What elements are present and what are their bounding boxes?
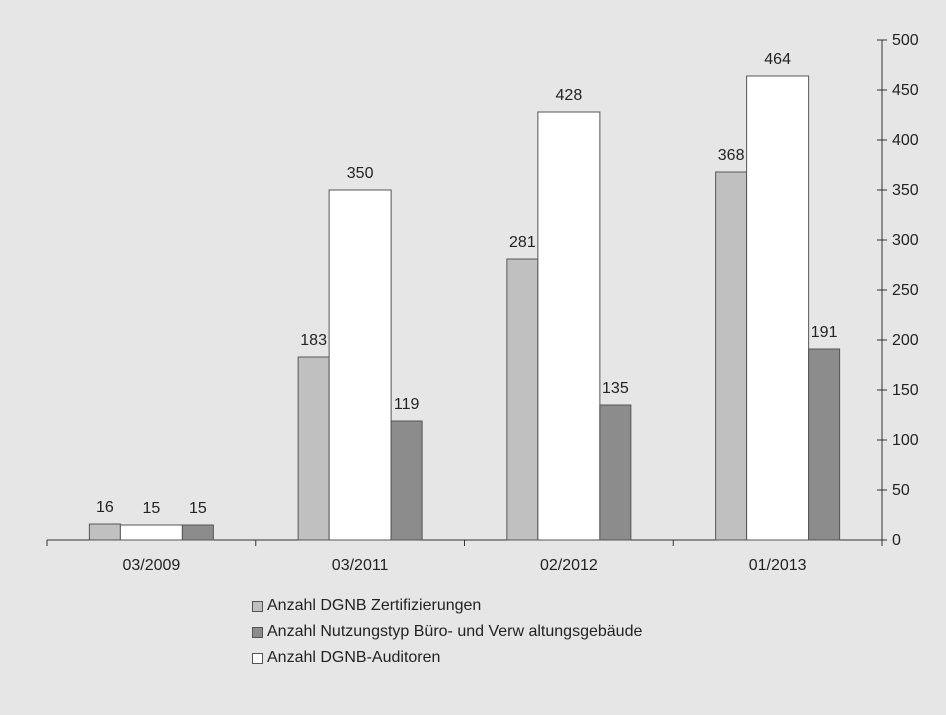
legend-label-buero: Anzahl Nutzungstyp Büro- und Verw altung… — [267, 623, 643, 640]
chart-legend: Anzahl DGNB Zertifizierungen Anzahl Nutz… — [252, 593, 642, 671]
bar — [297, 356, 330, 541]
y-tick-label: 100 — [892, 432, 919, 449]
bar — [181, 524, 214, 541]
y-tick-label: 400 — [892, 132, 919, 149]
y-tick-label: 300 — [892, 232, 919, 249]
y-tick-label: 150 — [892, 382, 919, 399]
bar — [537, 111, 601, 541]
bar — [506, 258, 539, 541]
legend-item-auditoren: Anzahl DGNB-Auditoren — [252, 645, 642, 671]
data-label: 368 — [718, 147, 745, 164]
legend-swatch-zertifizierungen — [252, 600, 263, 612]
legend-item-zertifizierungen: Anzahl DGNB Zertifizierungen — [252, 593, 642, 619]
data-label: 15 — [189, 500, 207, 517]
data-label: 16 — [96, 499, 114, 516]
bar — [88, 523, 121, 541]
legend-swatch-buero — [252, 626, 263, 638]
y-tick-label: 200 — [892, 332, 919, 349]
y-tick-label: 500 — [892, 32, 919, 49]
x-tick-label: 01/2013 — [749, 557, 807, 574]
y-tick-label: 350 — [892, 182, 919, 199]
x-tick-label: 02/2012 — [540, 557, 598, 574]
data-label: 15 — [142, 500, 160, 517]
data-label: 135 — [602, 380, 629, 397]
bar — [746, 75, 810, 541]
data-label: 428 — [556, 87, 583, 104]
bar — [119, 524, 183, 541]
legend-label-zertifizierungen: Anzahl DGNB Zertifizierungen — [267, 597, 482, 614]
legend-item-buero: Anzahl Nutzungstyp Büro- und Verw altung… — [252, 619, 642, 645]
bar — [390, 420, 423, 541]
legend-swatch-auditoren — [252, 652, 263, 664]
y-tick-label: 450 — [892, 82, 919, 99]
x-tick-label: 03/2009 — [122, 557, 180, 574]
data-label: 281 — [509, 234, 536, 251]
bar — [715, 171, 748, 541]
y-tick-label: 50 — [892, 482, 910, 499]
data-label: 350 — [347, 165, 374, 182]
y-tick-label: 250 — [892, 282, 919, 299]
bar — [328, 189, 392, 541]
data-label: 191 — [811, 324, 838, 341]
legend-label-auditoren: Anzahl DGNB-Auditoren — [267, 649, 441, 666]
bar — [599, 404, 632, 541]
data-label: 183 — [300, 332, 327, 349]
y-tick-label: 0 — [892, 532, 901, 549]
data-label: 119 — [394, 396, 420, 413]
x-tick-label: 03/2011 — [332, 557, 389, 574]
data-label: 464 — [764, 51, 791, 68]
bar — [808, 348, 841, 541]
